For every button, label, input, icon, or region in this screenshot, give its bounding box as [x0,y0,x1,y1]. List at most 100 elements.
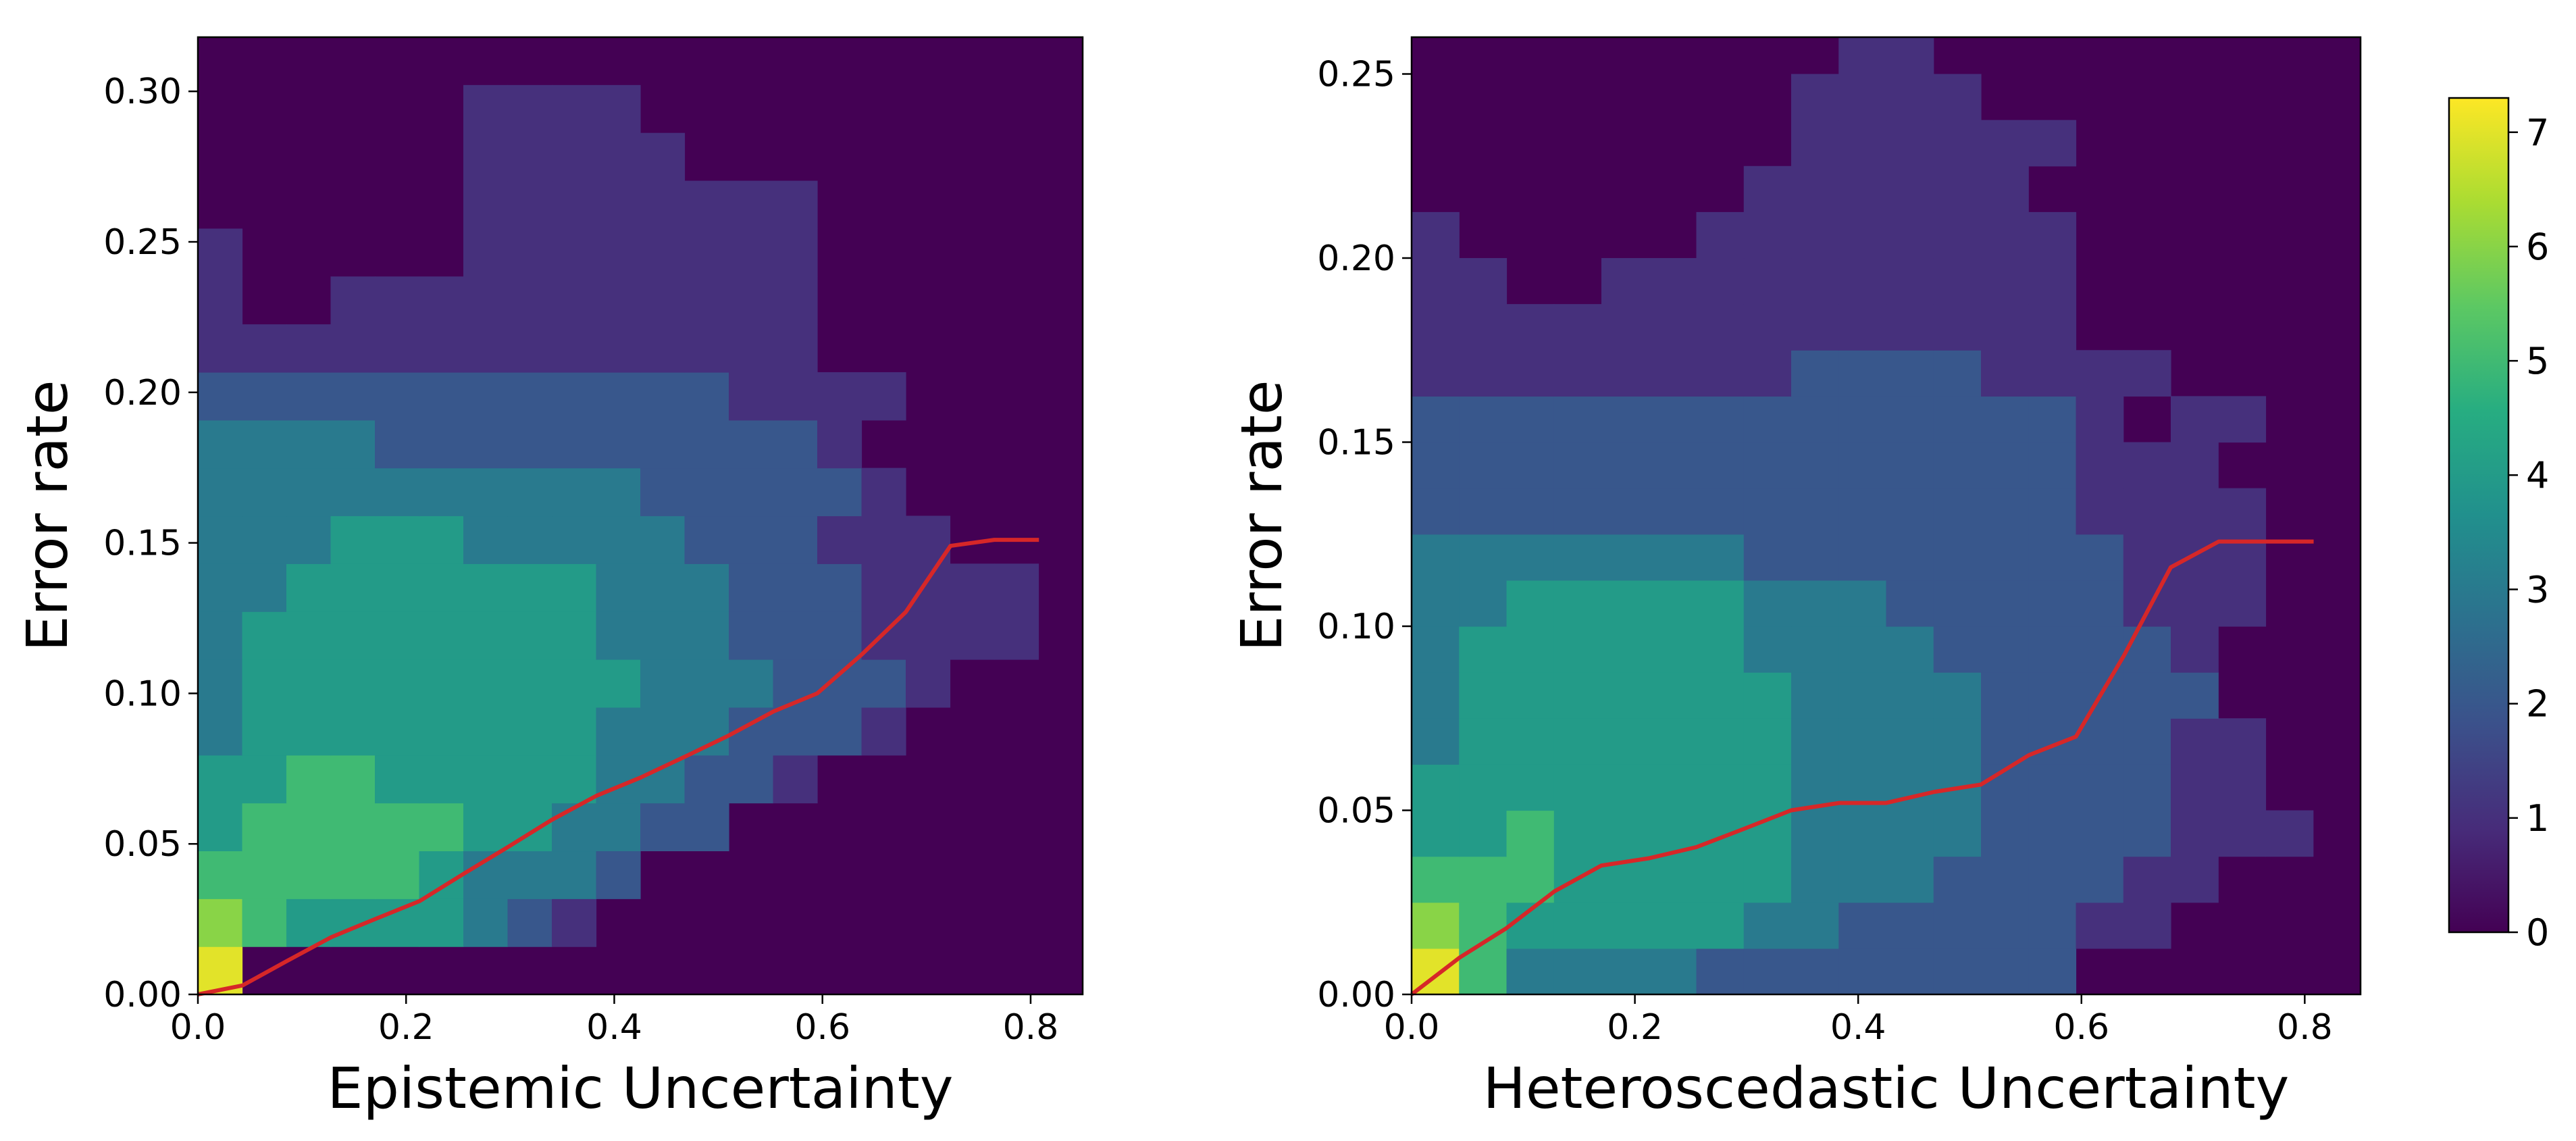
heatmap-cell [507,84,552,134]
heatmap-cell [1886,948,1934,995]
heatmap-cell [640,228,686,277]
heatmap-cell [1886,626,1934,673]
heatmap-cell [507,659,552,708]
heatmap-cell [596,467,641,517]
heatmap-cell [1981,442,2029,489]
heatmap-cell [1743,534,1792,581]
heatmap-cell [330,515,376,564]
heatmap-cell [1696,672,1745,719]
heatmap-cell [1791,718,1839,765]
heatmap-cell [419,755,464,804]
heatmap-cell [2123,764,2171,811]
plot-frame [197,36,1084,996]
heatmap-cell [330,276,376,325]
heatmap-cell [1838,718,1887,765]
heatmap-cell [419,324,464,373]
heatmap-cell [198,659,243,708]
heatmap-cell [1601,948,1649,995]
heatmap-cell [1459,672,1508,719]
heatmap-cell [684,324,729,373]
heatmap-cell [1601,488,1649,535]
heatmap-cell [2028,488,2077,535]
y-tick-label: 0.05 [103,824,182,865]
heatmap-cell [817,563,862,612]
heatmap-cell [552,611,597,660]
heatmap-cell [330,659,376,708]
heatmap-cell [419,467,464,517]
heatmap-cell [375,467,420,517]
heatmap-cell [198,324,243,373]
heatmap-cell [1601,626,1649,673]
heatmap-cell [1696,258,1745,305]
heatmap-cell [729,611,774,660]
heatmap-cell [1743,810,1792,857]
heatmap-cell [1459,442,1508,489]
heatmap-cell [906,611,951,660]
heatmap-cell [1886,120,1934,167]
heatmap-cell [1649,764,1697,811]
heatmap-cell [773,515,818,564]
mean-error-line [1410,539,2314,996]
heatmap-cell [1696,442,1745,489]
heatmap-cell [773,276,818,325]
heatmap-cell [1649,948,1697,995]
heatmap-cell [773,372,818,421]
heatmap-cell [1553,350,1602,397]
heatmap-cell [1601,902,1649,949]
colorbar-tick-label: 7 [2526,111,2549,154]
heatmap-cell [2028,534,2077,581]
heatmap-cell [1838,258,1887,305]
heatmap-cell [1933,902,1982,949]
y-tick-label: 0.00 [103,975,182,1015]
heatmap-cell [729,372,774,421]
heatmap-cell [2028,902,2077,949]
heatmap-cell [1553,534,1602,581]
heatmap-cell [817,659,862,708]
heatmap-cell [729,467,774,517]
heatmap-cell [552,276,597,325]
heatmap-cell [1601,810,1649,857]
x-tick-label: 0.8 [2277,1007,2333,1048]
heatmap-cell [2123,856,2171,903]
heatmap-cell [1981,580,2029,627]
heatmap-cell [1886,764,1934,811]
heatmap-cell [1791,580,1839,627]
heatmap-cell [1981,902,2029,949]
heatmap-cell [1506,718,1555,765]
heatmap-cell [198,851,243,899]
heatmap-cell [1459,856,1508,903]
heatmap-cell [198,563,243,612]
heatmap-cell [419,898,464,947]
heatmap-cell [1933,856,1982,903]
heatmap-cell [2171,580,2219,627]
heatmap-cell [684,372,729,421]
heatmap-cell [330,420,376,469]
heatmap-cell [463,180,509,229]
heatmap-cell [1933,534,1982,581]
heatmap-cell [1933,258,1982,305]
heatmap-cell [729,324,774,373]
heatmap-cell [419,803,464,852]
heatmap-cell [1838,211,1887,259]
heatmap-cell [1933,396,1982,443]
heatmap-cell [463,324,509,373]
heatmap-cell [198,707,243,756]
heatmap-cell [1459,764,1508,811]
heatmap-cell [1838,580,1887,627]
heatmap-cell [419,611,464,660]
heatmap-cell [1981,258,2029,305]
heatmap-cell [242,803,287,852]
heatmap-cell [1791,120,1839,167]
heatmap-cell [2171,672,2219,719]
heatmap-cell [1649,488,1697,535]
heatmap-cell [2028,258,2077,305]
heatmap-cell [596,803,641,852]
heatmap-cell [1601,764,1649,811]
heatmap-cell [1838,488,1887,535]
y-axis-label: Error rate [1229,380,1295,651]
heatmap-cell [242,851,287,899]
heatmap-cell [463,132,509,182]
heatmap-cell [552,755,597,804]
heatmap-cell [242,707,287,756]
heatmap-cell [1933,810,1982,857]
